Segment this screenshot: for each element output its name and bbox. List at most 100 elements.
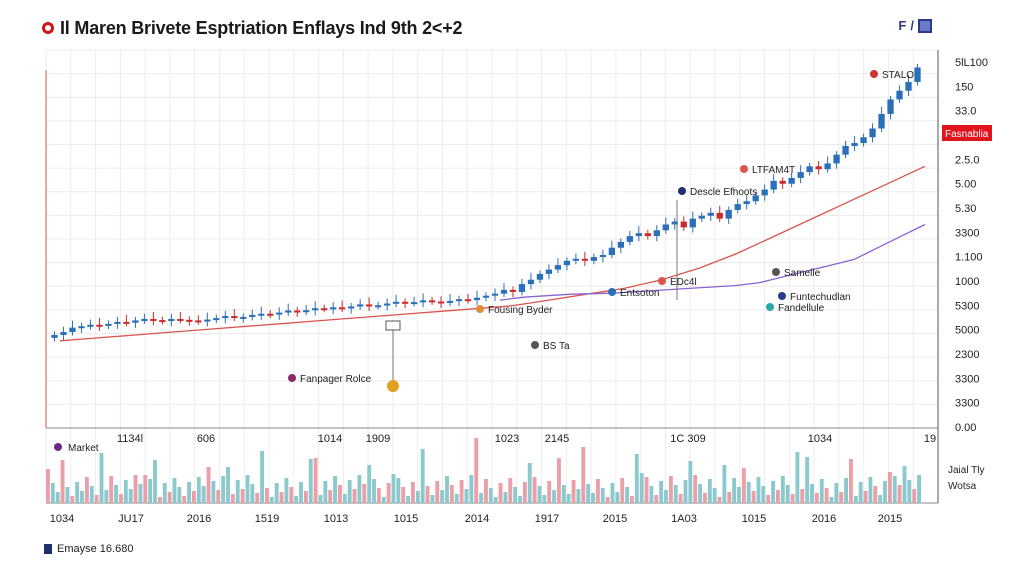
volume-bar (698, 484, 703, 503)
volume-bar (187, 482, 192, 503)
volume-bar (372, 479, 376, 503)
footer-status: Emayse 16.680 (44, 543, 133, 555)
y-tick-label: 3300 (955, 373, 979, 385)
x-tick-label: 2015 (603, 513, 627, 525)
volume-bar (274, 483, 279, 503)
volume-bar (659, 481, 664, 503)
candle-body (662, 224, 669, 231)
volume-bar (615, 492, 620, 503)
y-tick-label: 2.5.0 (955, 154, 979, 166)
volume-bar (211, 481, 216, 503)
y-tick-label: 0.00 (955, 422, 976, 434)
candle-body (195, 320, 202, 323)
volume-bar (630, 496, 634, 503)
volume-bar (425, 486, 430, 503)
candle-body (123, 321, 130, 324)
volume-bar (737, 487, 741, 503)
volume-bar (391, 474, 396, 503)
volume-bar (99, 453, 104, 503)
candle-body (356, 304, 364, 307)
candle-body (150, 318, 157, 321)
volume-bar (707, 479, 712, 503)
volume-label-2: Wotsa (948, 481, 977, 492)
candle-body (330, 307, 337, 310)
volume-bar (634, 454, 639, 503)
volume-bar (123, 480, 128, 503)
volume-bar (878, 495, 883, 503)
volume-bar (810, 484, 814, 503)
volume-bar (65, 487, 70, 503)
annotation-marker-icon (870, 70, 878, 78)
volume-bar (897, 485, 902, 503)
volume-bar (824, 488, 829, 503)
volume-bar (338, 485, 342, 503)
volume-bar (60, 460, 65, 503)
volume-bar (858, 482, 863, 503)
volume-bar (785, 485, 790, 503)
candle-body (815, 166, 822, 170)
volume-bar (235, 480, 240, 503)
chart-header: Il Maren Brivete Esptriation Enflays Ind… (42, 14, 463, 42)
annotation-label: Descle Efhoots (690, 187, 757, 198)
volume-bar (829, 497, 834, 503)
candle-body (761, 189, 768, 196)
candle-body (518, 284, 526, 292)
candle-body (312, 308, 319, 311)
volume-bar (853, 496, 858, 503)
volume-bar (333, 476, 338, 503)
toolbar-layout-button[interactable] (918, 18, 932, 33)
volume-bar (284, 478, 289, 503)
candle-body (141, 318, 148, 321)
annotation-label: Entsoton (620, 288, 659, 299)
annotation-marker-icon (288, 374, 296, 382)
upper-x-tick-label: 2145 (545, 433, 569, 445)
volume-bar (401, 487, 406, 503)
volume-bar (143, 475, 148, 503)
volume-bar (352, 489, 357, 503)
volume-bar (167, 492, 172, 503)
volume-bar (542, 495, 547, 503)
candle-body (321, 308, 328, 311)
volume-bar (814, 493, 819, 503)
volume-bar (445, 476, 449, 503)
toolbar-draw-button[interactable]: / (910, 18, 914, 33)
x-tick-label: 1015 (742, 513, 766, 525)
chart-title: Il Maren Brivete Esptriation Enflays Ind… (60, 17, 463, 38)
candle-body (249, 314, 256, 317)
volume-bar (459, 480, 464, 503)
volume-bar (376, 488, 381, 503)
volume-bar (430, 495, 435, 503)
volume-bar (527, 463, 532, 503)
y-tick-label: 1000 (955, 276, 979, 288)
volume-bar (766, 495, 771, 503)
volume-bar (260, 451, 265, 503)
candle-body (725, 209, 732, 219)
candle-body (545, 269, 553, 274)
volume-bar (800, 489, 805, 503)
volume-bar (484, 479, 488, 503)
candle-body (473, 297, 481, 301)
y-tick-label: 5300 (955, 300, 979, 312)
candle-body (527, 279, 535, 285)
volume-bar (406, 496, 411, 503)
x-tick-label: 2016 (187, 513, 211, 525)
current-price-tag (942, 125, 992, 141)
candle-body (572, 258, 580, 261)
volume-bar (532, 477, 537, 503)
volume-bar (70, 496, 75, 503)
volume-bar (819, 479, 824, 503)
volume-bar (537, 486, 542, 503)
upper-x-tick-label: 1014 (318, 433, 342, 445)
annotation-label: STALO (882, 70, 914, 81)
candle-body (437, 301, 445, 304)
toolbar-f-button[interactable]: F (898, 18, 907, 33)
annotation-label: Fandellule (778, 303, 825, 314)
volume-bar (678, 494, 683, 503)
volume-bar (469, 475, 474, 503)
volume-bar (153, 460, 157, 503)
candle-body (204, 319, 211, 322)
volume-bar (756, 477, 761, 503)
volume-bar (55, 492, 60, 503)
volume-bar (396, 478, 401, 503)
